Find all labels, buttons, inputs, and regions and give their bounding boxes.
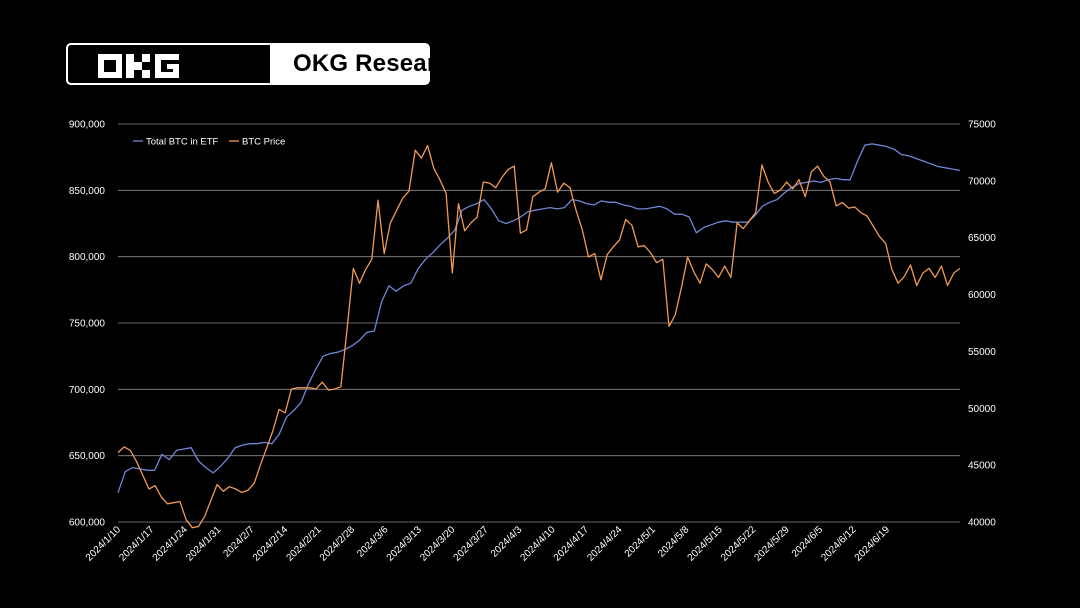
right-tick-label: 65000 xyxy=(968,233,996,244)
left-tick-label: 650,000 xyxy=(69,451,106,462)
brand-logo: OKG Research xyxy=(66,43,430,85)
left-tick-label: 850,000 xyxy=(69,186,106,197)
x-tick-label: 2024/6/12 xyxy=(819,524,859,564)
x-tick-label: 2024/4/24 xyxy=(585,524,625,564)
x-tick-label: 2024/5/1 xyxy=(623,524,659,560)
right-axis: 75000 70000 65000 60000 55000 50000 45000 40000 xyxy=(968,120,996,529)
right-tick-label: 40000 xyxy=(968,518,996,529)
x-tick-label: 2024/3/13 xyxy=(385,524,425,564)
okg-logo-icon xyxy=(66,43,272,85)
brand-title: OKG Research xyxy=(293,50,430,77)
x-tick-label: 2024/5/29 xyxy=(752,524,792,564)
right-tick-label: 50000 xyxy=(968,404,996,415)
left-axis: 900,000 850,000 800,000 750,000 700,000 650,0… xyxy=(69,120,106,529)
x-tick-label: 2024/4/10 xyxy=(518,524,558,564)
left-tick-label: 600,000 xyxy=(69,518,106,529)
x-tick-label: 2024/1/24 xyxy=(151,524,191,564)
left-tick-label: 700,000 xyxy=(69,385,106,396)
legend-label: BTC Price xyxy=(242,137,285,148)
right-tick-label: 75000 xyxy=(968,120,996,131)
left-tick-label: 800,000 xyxy=(69,252,106,263)
x-tick-label: 2024/2/14 xyxy=(251,524,291,564)
x-tick-label: 2024/5/22 xyxy=(719,524,759,564)
x-tick-label: 2024/3/27 xyxy=(452,524,492,564)
x-tick-label: 2024/1/17 xyxy=(117,524,157,564)
grid-lines xyxy=(118,123,960,523)
legend-label: Total BTC in ETF xyxy=(146,137,219,148)
left-tick-label: 900,000 xyxy=(69,120,106,131)
right-tick-label: 55000 xyxy=(968,347,996,358)
etf-btc-line xyxy=(117,143,961,494)
x-tick-label: 2024/5/15 xyxy=(686,524,726,564)
btc-price-line xyxy=(117,144,961,529)
x-tick-label: 2024/4/17 xyxy=(552,524,592,564)
x-tick-label: 2024/1/31 xyxy=(184,524,224,564)
series-lines xyxy=(117,143,961,529)
x-tick-label: 2024/1/10 xyxy=(84,524,124,564)
left-tick-label: 750,000 xyxy=(69,319,106,330)
legend: Total BTC in ETF BTC Price xyxy=(133,137,285,148)
x-tick-label: 2024/6/19 xyxy=(853,524,893,564)
right-tick-label: 70000 xyxy=(968,176,996,187)
x-tick-label: 2024/2/28 xyxy=(318,524,358,564)
right-tick-label: 60000 xyxy=(968,290,996,301)
x-tick-label: 2024/3/20 xyxy=(418,524,458,564)
right-tick-label: 45000 xyxy=(968,461,996,472)
x-tick-label: 2024/2/21 xyxy=(284,524,324,564)
